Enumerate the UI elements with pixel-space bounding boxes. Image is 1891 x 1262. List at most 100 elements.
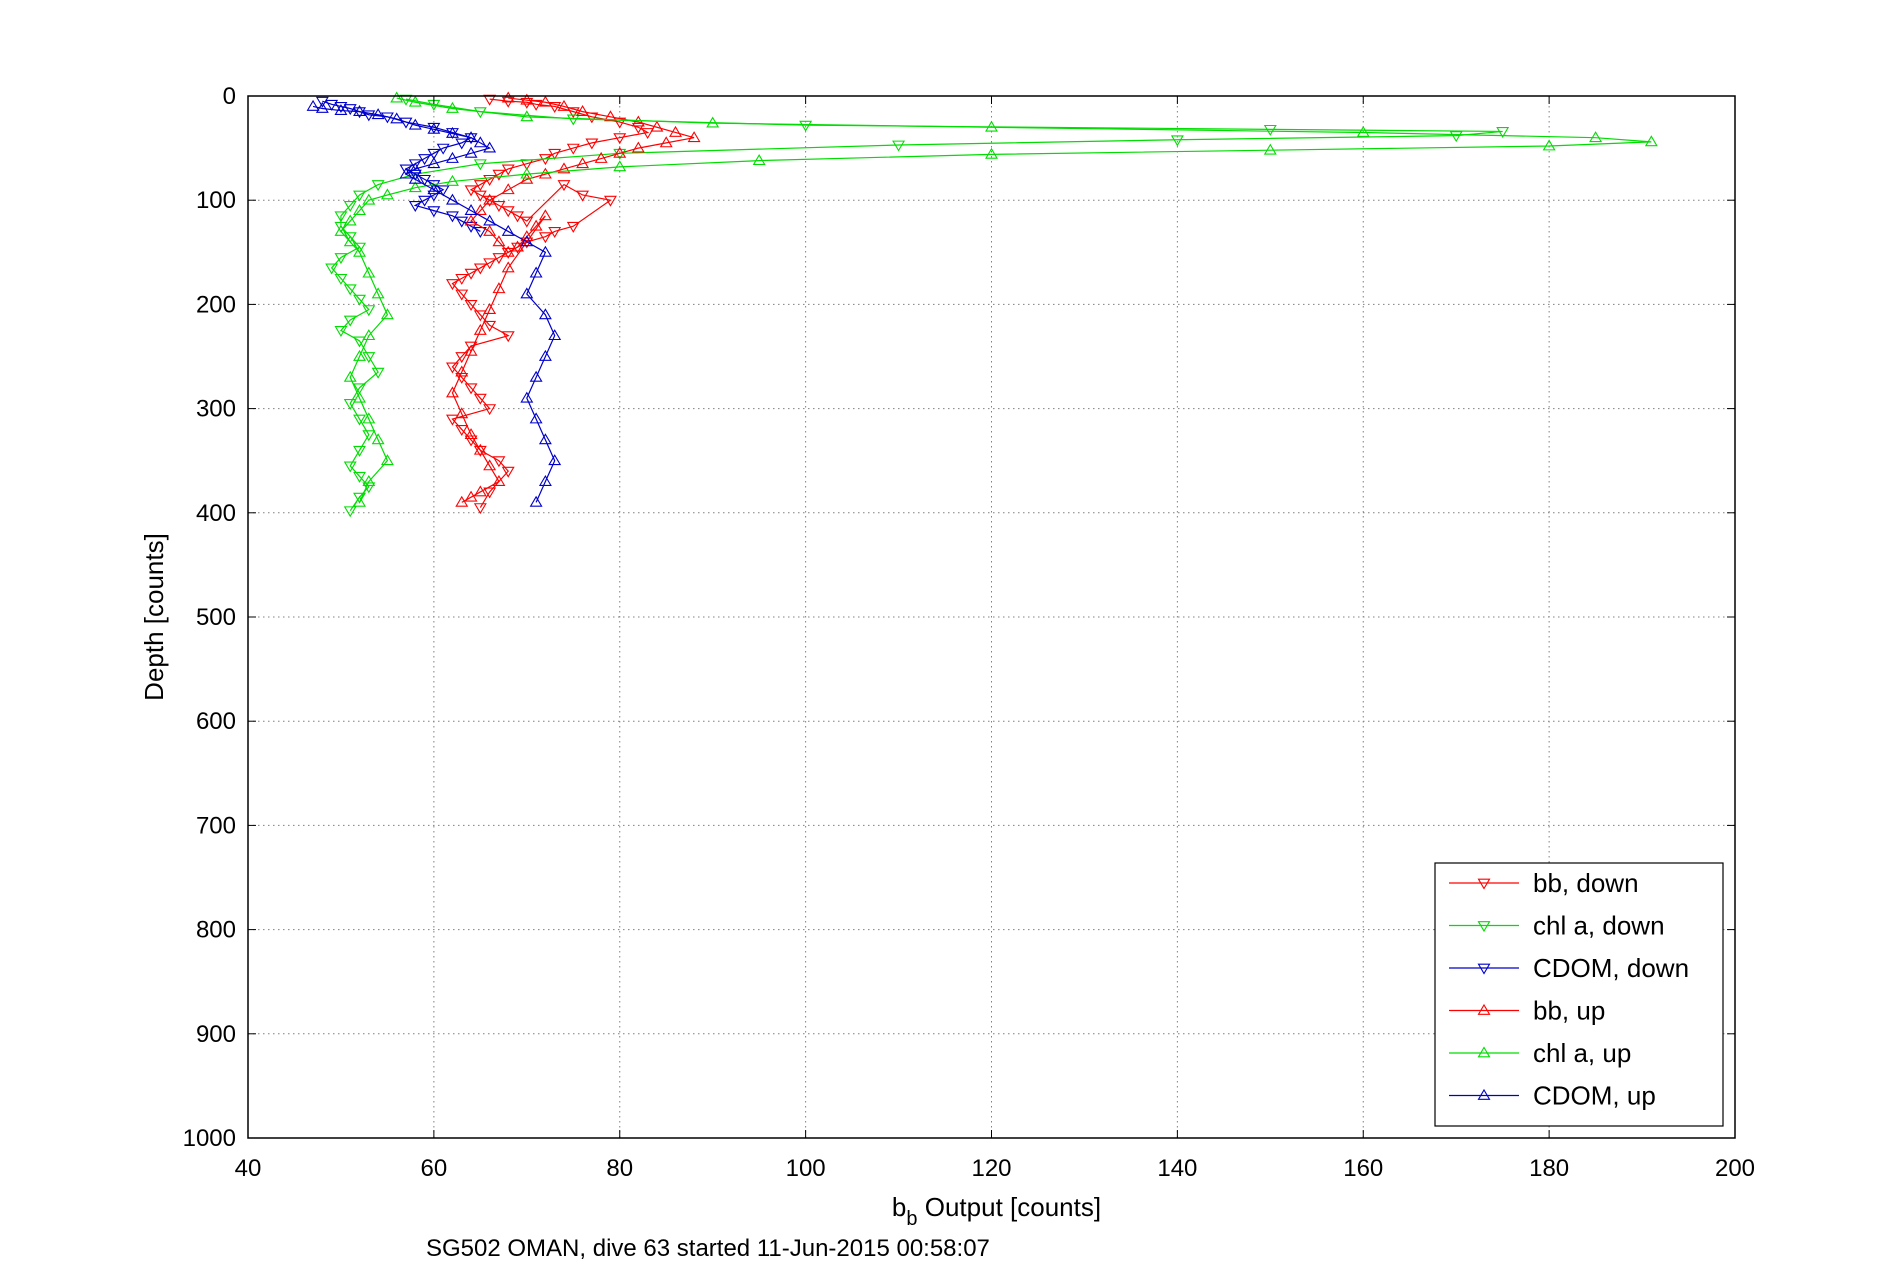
data-point: [492, 235, 506, 247]
series-line: [330, 98, 1503, 512]
data-point: [483, 303, 497, 315]
data-point: [464, 146, 478, 158]
data-point: [446, 362, 459, 374]
data-point: [492, 253, 506, 265]
x-tick-label: 100: [786, 1155, 826, 1182]
data-point: [641, 128, 655, 140]
data-point: [520, 110, 534, 122]
data-point: [408, 95, 422, 107]
data-point: [520, 391, 534, 403]
data-point: [501, 261, 515, 273]
data-point: [529, 219, 543, 231]
data-point: [399, 164, 413, 176]
data-point: [473, 180, 487, 192]
data-point: [566, 143, 580, 155]
data-point: [1449, 131, 1463, 143]
data-point: [473, 310, 487, 322]
data-point: [371, 367, 385, 379]
legend-box: [1434, 862, 1724, 1127]
data-point: [1170, 135, 1184, 147]
data-point: [343, 370, 357, 382]
data-point: [408, 172, 422, 184]
tick-labels: 40 60 80 100 120 140 160 180 200 0 100 200 300 400 500…: [183, 83, 1755, 1182]
data-point: [473, 136, 487, 148]
data-point: [483, 224, 497, 236]
data-point: [427, 122, 441, 134]
data-point: [1644, 135, 1658, 147]
series-5: [306, 99, 562, 507]
data-point: [892, 140, 906, 152]
data-point: [566, 114, 580, 126]
data-point: [529, 266, 543, 278]
data-point: [603, 110, 617, 122]
data-point: [613, 146, 627, 158]
data-point: [548, 102, 562, 114]
data-point: [371, 180, 385, 192]
data-point: [473, 443, 487, 455]
data-point: [408, 159, 422, 171]
data-point: [492, 201, 506, 212]
x-tick-label: 80: [606, 1155, 633, 1182]
data-point: [446, 193, 459, 205]
data-point: [752, 154, 766, 166]
data-point: [464, 214, 478, 226]
data-point: [585, 138, 599, 150]
data-point: [362, 412, 376, 424]
legend-entry: bb, down: [1449, 868, 1639, 898]
data-point: [464, 204, 478, 216]
data-point: [455, 365, 469, 377]
legend-marker: [1477, 878, 1491, 890]
data-point: [473, 204, 487, 216]
data-point: [483, 320, 497, 332]
data-point: [473, 393, 487, 405]
data-point: [650, 120, 664, 132]
data-point: [353, 242, 366, 254]
data-point: [362, 305, 376, 317]
y-tick-label: 1000: [183, 1125, 236, 1152]
data-point: [343, 235, 357, 247]
x-tick-label: 180: [1529, 1155, 1569, 1182]
data-point: [464, 133, 478, 145]
data-point: [529, 99, 543, 111]
legend-marker: [1477, 1003, 1491, 1015]
data-point: [464, 383, 478, 395]
data-point: [408, 118, 422, 130]
data-point: [501, 247, 515, 259]
data-point: [446, 174, 459, 186]
data-point: [1589, 131, 1603, 143]
data-point: [1496, 127, 1510, 139]
data-point: [408, 181, 422, 193]
y-tick-label: 700: [196, 812, 236, 839]
data-point: [548, 148, 562, 160]
data-point: [427, 157, 441, 169]
data-point: [464, 341, 478, 353]
data-point: [1356, 125, 1370, 137]
data-point: [334, 221, 348, 233]
data-point: [631, 122, 645, 134]
data-point: [380, 454, 394, 466]
data-point: [529, 495, 543, 507]
data-point: [985, 147, 998, 159]
data-point: [464, 268, 478, 280]
data-point: [380, 308, 394, 320]
data-point: [464, 131, 478, 143]
x-tick-label: 160: [1343, 1155, 1383, 1182]
data-point: [706, 116, 720, 128]
y-tick-label: 600: [196, 708, 236, 735]
data-point: [353, 391, 366, 403]
data-point: [576, 157, 590, 169]
data-point: [353, 383, 366, 395]
data-point: [362, 474, 376, 486]
data-point: [501, 466, 515, 478]
data-point: [436, 143, 450, 155]
data-point: [501, 164, 515, 176]
data-point: [548, 454, 562, 466]
data-point: [501, 245, 515, 257]
data-point: [520, 287, 534, 299]
data-point: [659, 136, 673, 148]
data-point: [538, 245, 552, 257]
data-point: [408, 201, 422, 212]
data-point: [501, 224, 515, 236]
data-point: [492, 456, 506, 468]
legend-entry: CDOM, down: [1449, 953, 1689, 983]
